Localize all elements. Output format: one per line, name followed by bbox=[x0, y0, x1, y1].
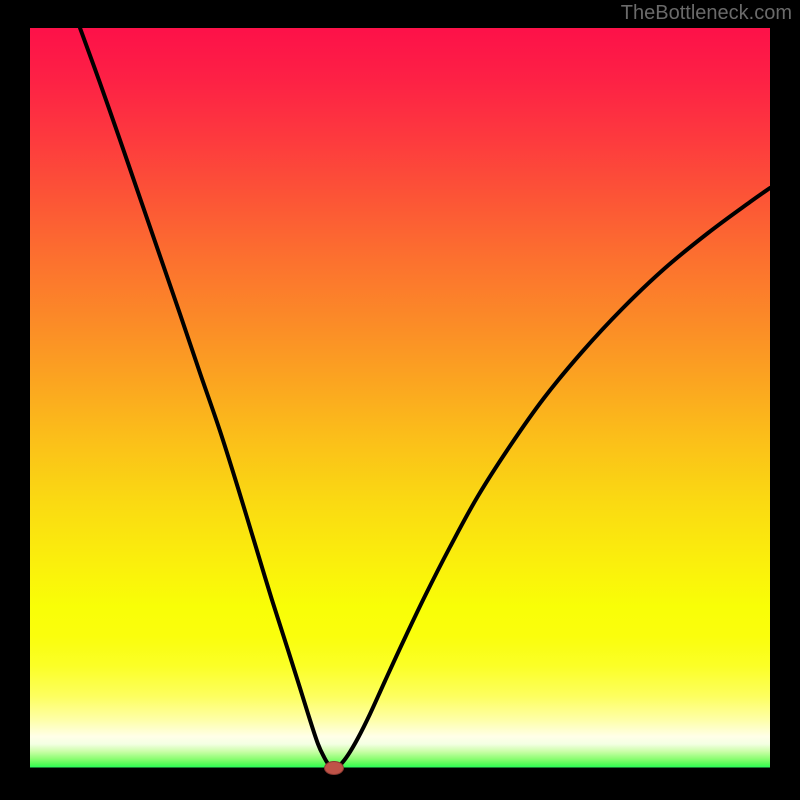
minimum-marker bbox=[324, 761, 344, 775]
bottleneck-curve bbox=[30, 28, 770, 770]
curve-path bbox=[80, 28, 770, 768]
plot-area bbox=[30, 28, 770, 770]
watermark-text: TheBottleneck.com bbox=[621, 2, 792, 25]
chart-container: TheBottleneck.com bbox=[0, 0, 800, 800]
